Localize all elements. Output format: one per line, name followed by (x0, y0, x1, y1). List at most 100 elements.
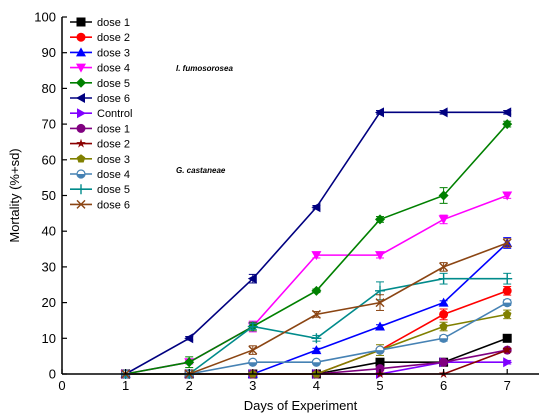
series-castaneae-dose-6-line (125, 242, 508, 375)
legend-item-castaneae-dose-5: dose 5 (70, 184, 130, 196)
series-fumosorosea-dose-5 (120, 119, 513, 379)
y-tick-label: 100 (34, 10, 56, 25)
legend-label: dose 3 (97, 154, 130, 166)
series-castaneae-dose-4-point (375, 345, 385, 355)
legend-label: dose 4 (97, 169, 130, 181)
series-fumosorosea-dose-6-point (438, 107, 448, 118)
legend-label: Control (97, 108, 132, 120)
series-castaneae-dose-3-point (502, 309, 512, 319)
legend-label: dose 2 (97, 139, 130, 151)
legend-label: dose 4 (97, 63, 130, 75)
series-fumosorosea-dose-6-point (184, 333, 194, 344)
legend-label: dose 2 (97, 32, 130, 44)
legend-item-castaneae-dose-1: dose 1 (70, 123, 130, 135)
y-tick-label: 20 (42, 295, 56, 310)
x-tick-label: 6 (440, 378, 447, 393)
legend-swatch-marker (76, 138, 86, 148)
series-fumosorosea-dose-5-point (311, 285, 322, 296)
series-castaneae-dose-1-point (439, 357, 449, 367)
legend-swatch-marker (76, 169, 86, 179)
legend-swatch-marker (76, 199, 86, 209)
legend-item-fumosorosea-dose-3: dose 3 (70, 47, 130, 59)
legend-swatch-marker (76, 77, 86, 88)
legend-swatch-marker (76, 17, 86, 27)
series-fumosorosea-dose-4-point (375, 251, 385, 261)
series-castaneae-dose-3-point (439, 322, 448, 331)
legend-item-control: Control (70, 108, 132, 120)
y-tick-label: 80 (42, 81, 56, 96)
series-fumosorosea-dose-5-point (438, 190, 449, 201)
legend-label: dose 6 (97, 93, 130, 105)
legend-swatch-marker (76, 63, 86, 73)
legend-item-fumosorosea-dose-1: dose 1 (70, 17, 130, 29)
series-fumosorosea-dose-4-point (438, 215, 449, 225)
series-castaneae-dose-5-point (311, 333, 322, 344)
y-tick-label: 90 (42, 45, 56, 60)
series-fumosorosea-dose-5-point (375, 214, 385, 225)
y-tick-label: 40 (42, 224, 56, 239)
series-fumosorosea-dose-3-point (438, 297, 449, 307)
series-castaneae-dose-6-point (311, 309, 321, 319)
legend-swatch-marker (76, 93, 85, 103)
legend-label: dose 5 (97, 78, 130, 90)
legend-label: dose 3 (97, 47, 130, 59)
legend-label: dose 5 (97, 184, 130, 196)
series-castaneae-dose-2-point (502, 345, 512, 355)
series-fumosorosea-dose-6 (120, 107, 512, 379)
legend-item-castaneae-dose-4: dose 4 (70, 169, 130, 181)
legend-swatch-marker (76, 154, 86, 163)
x-tick-label: 3 (249, 378, 256, 393)
legend-swatch-marker (76, 47, 86, 57)
legend-item-castaneae-dose-3: dose 3 (70, 154, 130, 166)
legend-item-fumosorosea-dose-6: dose 6 (70, 93, 130, 105)
series-fumosorosea-dose-5-point (184, 357, 195, 368)
series-castaneae-dose-6-point (502, 238, 512, 248)
series-fumosorosea-dose-6-point (247, 273, 257, 284)
y-tick-label: 10 (42, 331, 56, 346)
y-tick-label: 50 (42, 188, 56, 203)
y-axis-title: Mortality (%+sd) (7, 148, 22, 242)
series-castaneae-dose-5-point (502, 273, 513, 284)
series-castaneae-dose-4-point (311, 357, 321, 367)
y-tick-label: 0 (49, 367, 56, 382)
series-fumosorosea-dose-2-point (439, 309, 449, 319)
y-tick-label: 60 (42, 152, 56, 167)
series-castaneae-dose-4-point (502, 298, 512, 308)
x-tick-label: 2 (186, 378, 193, 393)
x-tick-label: 7 (504, 378, 511, 393)
series-castaneae-dose-6-point (248, 345, 258, 355)
series-fumosorosea-dose-3-line (125, 242, 508, 375)
series-castaneae-dose-5-point (438, 273, 449, 284)
series-fumosorosea-dose-1-line (125, 337, 508, 375)
legend-swatch-marker (76, 32, 86, 42)
series-fumosorosea-dose-1-point (502, 333, 512, 343)
series-fumosorosea-dose-3-point (375, 321, 385, 331)
series-fumosorosea-dose-6-point (502, 107, 512, 118)
legend-item-castaneae-dose-2: dose 2 (70, 138, 130, 151)
legend-swatch-marker (77, 108, 86, 119)
series-castaneae-dose-5-point (247, 321, 258, 332)
group-label-fumosorosea: I. fumosorosea (176, 64, 233, 73)
series-fumosorosea-dose-6-point (375, 107, 384, 118)
series-fumosorosea-dose-6-point (311, 202, 321, 213)
x-axis-title: Days of Experiment (244, 398, 358, 413)
legend-item-fumosorosea-dose-2: dose 2 (70, 32, 130, 44)
x-tick-label: 4 (313, 378, 320, 393)
series-fumosorosea-dose-5-point (502, 119, 513, 130)
legend-item-fumosorosea-dose-5: dose 5 (70, 77, 130, 90)
series-control-point (503, 357, 513, 368)
series-fumosorosea-dose-4-point (502, 191, 513, 201)
group-label-castaneae: G. castaneae (176, 166, 226, 175)
legend-label: dose 6 (97, 199, 130, 211)
legend-item-castaneae-dose-6: dose 6 (70, 199, 130, 211)
plot-area (120, 107, 513, 379)
y-tick-label: 70 (42, 117, 56, 132)
legend-item-fumosorosea-dose-4: dose 4 (70, 63, 130, 75)
series-castaneae-dose-6-point (439, 262, 449, 272)
legend-label: dose 1 (97, 123, 130, 135)
series-fumosorosea-dose-3-point (311, 345, 322, 355)
series-castaneae-dose-6-point (375, 298, 385, 308)
legend: dose 1 dose 2 dose 3 dose 4 dose 5 dose 6 Cont… (70, 17, 233, 211)
